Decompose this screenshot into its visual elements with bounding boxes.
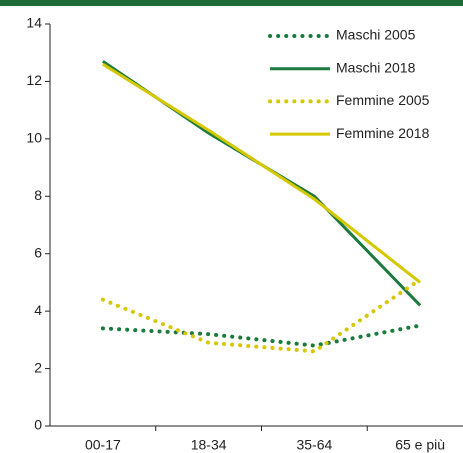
series-line [100,323,423,348]
y-tick-label: 2 [34,359,42,375]
legend-label: Femmine 2018 [336,125,430,141]
series-line [100,277,423,354]
legend-label: Femmine 2005 [336,92,430,108]
legend-label: Maschi 2018 [336,59,416,75]
x-tick-label: 65 e più [395,437,445,453]
y-tick-label: 0 [34,417,42,433]
x-tick-label: 18-34 [191,437,227,453]
legend-label: Maschi 2005 [336,27,416,43]
y-tick-label: 6 [34,244,42,260]
y-tick-label: 8 [34,187,42,203]
y-tick-label: 4 [34,302,42,318]
y-tick-label: 12 [26,72,42,88]
x-tick-label: 00-17 [85,437,121,453]
series-line [102,62,422,284]
y-tick-label: 14 [26,15,42,31]
x-tick-label: 35-64 [296,437,332,453]
y-tick-label: 10 [26,130,42,146]
header-strip [0,0,463,6]
